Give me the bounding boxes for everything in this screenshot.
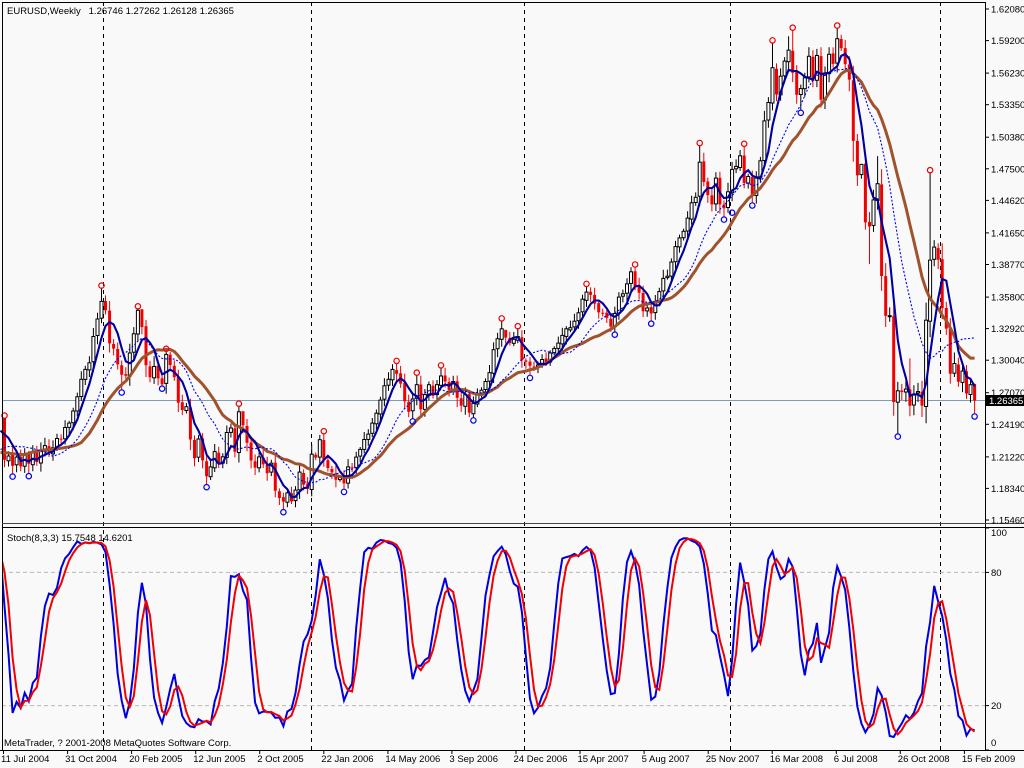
svg-text:26 Oct 2008: 26 Oct 2008 (898, 754, 950, 765)
svg-text:5 Aug 2007: 5 Aug 2007 (642, 754, 690, 765)
svg-text:1.41650: 1.41650 (991, 228, 1024, 239)
svg-text:20: 20 (991, 701, 1002, 712)
svg-text:1.24190: 1.24190 (991, 420, 1024, 431)
svg-text:20 Feb 2005: 20 Feb 2005 (129, 754, 182, 765)
svg-text:1.26365: 1.26365 (989, 396, 1023, 407)
svg-text:15 Apr 2007: 15 Apr 2007 (578, 754, 629, 765)
svg-text:2 Oct 2005: 2 Oct 2005 (257, 754, 303, 765)
svg-text:1.30040: 1.30040 (991, 356, 1024, 367)
svg-text:11 Jul 2004: 11 Jul 2004 (1, 754, 49, 765)
svg-text:31 Oct 2004: 31 Oct 2004 (65, 754, 117, 765)
svg-text:1.18340: 1.18340 (991, 484, 1024, 495)
svg-text:1.53350: 1.53350 (991, 100, 1024, 111)
svg-text:1.50380: 1.50380 (991, 133, 1024, 144)
svg-text:1.38770: 1.38770 (991, 260, 1024, 271)
svg-text:MetaTrader, ? 2001-2008 MetaQu: MetaTrader, ? 2001-2008 MetaQuotes Softw… (4, 738, 231, 749)
svg-text:1.47500: 1.47500 (991, 164, 1024, 175)
svg-text:12 Jun 2005: 12 Jun 2005 (193, 754, 245, 765)
svg-text:100: 100 (991, 528, 1007, 539)
svg-text:0: 0 (991, 738, 996, 749)
svg-text:22 Jan 2006: 22 Jan 2006 (321, 754, 373, 765)
svg-text:6 Jul 2008: 6 Jul 2008 (834, 754, 878, 765)
svg-text:1.27070: 1.27070 (991, 388, 1024, 399)
svg-text:1.32920: 1.32920 (991, 324, 1024, 335)
svg-text:EURUSD,Weekly 1.26746 1.2726: EURUSD,Weekly 1.26746 1.27262 1.26128 1.… (7, 6, 234, 17)
svg-text:1.35800: 1.35800 (991, 293, 1024, 304)
svg-text:3 Sep 2006: 3 Sep 2006 (449, 754, 498, 765)
svg-text:16 Mar 2008: 16 Mar 2008 (770, 754, 823, 765)
svg-text:1.21220: 1.21220 (991, 452, 1024, 463)
svg-text:1.56230: 1.56230 (991, 69, 1024, 80)
svg-text:80: 80 (991, 568, 1002, 579)
svg-text:14 May 2006: 14 May 2006 (385, 754, 440, 765)
svg-text:24 Dec 2006: 24 Dec 2006 (514, 754, 568, 765)
svg-text:Stoch(8,3,3) 15.7548 14.6201: Stoch(8,3,3) 15.7548 14.6201 (7, 533, 133, 544)
svg-text:1.44620: 1.44620 (991, 196, 1024, 207)
svg-text:15 Feb 2009: 15 Feb 2009 (962, 754, 1015, 765)
svg-text:1.15460: 1.15460 (991, 516, 1024, 527)
svg-text:1.62080: 1.62080 (991, 5, 1024, 16)
svg-text:1.59200: 1.59200 (991, 36, 1024, 47)
svg-text:25 Nov 2007: 25 Nov 2007 (706, 754, 760, 765)
